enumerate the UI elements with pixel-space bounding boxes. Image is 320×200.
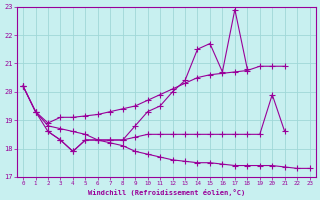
X-axis label: Windchill (Refroidissement éolien,°C): Windchill (Refroidissement éolien,°C)	[88, 189, 245, 196]
